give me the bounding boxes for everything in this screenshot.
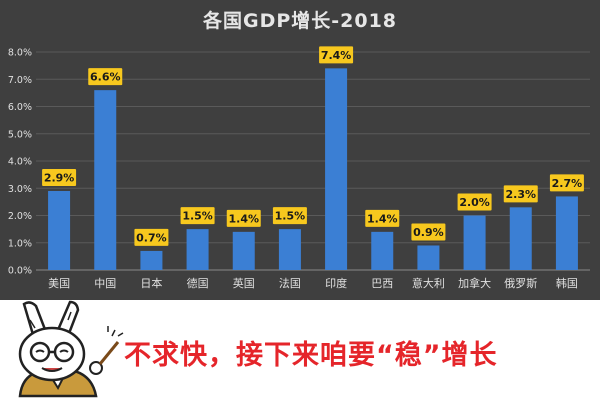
data-label: 1.4% <box>367 212 398 225</box>
bar <box>417 245 440 270</box>
data-label-box <box>319 46 354 64</box>
data-label-box <box>226 209 261 227</box>
bar <box>555 196 578 270</box>
data-label-box <box>180 207 215 225</box>
y-tick-label: 6.0% <box>8 102 32 113</box>
data-label: 2.0% <box>459 196 490 209</box>
chart-title: 各国GDP增长-2018 <box>202 10 398 32</box>
bar <box>232 231 255 270</box>
data-label: 6.6% <box>90 71 121 84</box>
x-tick-label: 韩国 <box>556 276 578 290</box>
data-label-box <box>272 207 307 225</box>
chart-panel: 0.0% 1.0% 2.0% 3.0% 4.0% 5.0% 6.0% 7.0% 8.0% 2.9%… <box>0 0 600 300</box>
data-label-box <box>457 193 492 211</box>
bar <box>94 90 117 271</box>
y-tick-label: 7.0% <box>8 75 32 86</box>
y-tick-label: 1.0% <box>8 238 32 249</box>
data-label-box <box>365 209 400 227</box>
data-label: 2.9% <box>44 171 75 184</box>
x-tick-label: 日本 <box>140 276 162 290</box>
y-tick-label: 0.0% <box>8 266 32 277</box>
caption-text: 不求快，接下来咱要“稳”增长 <box>124 340 498 371</box>
x-tick-label: 德国 <box>187 276 209 290</box>
x-tick-label: 俄罗斯 <box>504 277 537 290</box>
bar <box>509 207 532 270</box>
data-label-box <box>503 185 538 203</box>
data-label: 7.4% <box>321 49 352 62</box>
y-tick-label: 5.0% <box>8 129 32 140</box>
data-label: 2.3% <box>505 188 536 201</box>
x-tick-label: 法国 <box>279 276 301 290</box>
data-label: 1.5% <box>275 210 306 223</box>
data-label: 2.7% <box>552 177 583 190</box>
bar <box>278 229 301 270</box>
bar <box>463 215 486 270</box>
data-label-box <box>411 223 446 241</box>
x-tick-label: 加拿大 <box>458 276 491 290</box>
bar-chart: 0.0% 1.0% 2.0% 3.0% 4.0% 5.0% 6.0% 7.0% 8.0% 2.9%… <box>8 46 590 290</box>
data-label-box <box>549 174 584 192</box>
data-label-box <box>134 228 169 246</box>
x-tick-label: 巴西 <box>371 277 393 290</box>
data-label: 0.9% <box>413 226 444 239</box>
data-label: 0.7% <box>136 231 167 244</box>
x-tick-label: 印度 <box>325 276 347 290</box>
data-label: 1.4% <box>228 212 259 225</box>
bar <box>371 231 394 270</box>
y-tick-label: 2.0% <box>8 211 32 222</box>
data-label-box <box>42 168 77 186</box>
x-tick-label: 中国 <box>94 277 116 290</box>
data-label-box <box>88 68 123 86</box>
x-tick-label: 意大利 <box>412 276 445 290</box>
x-tick-label: 美国 <box>48 277 70 290</box>
y-tick-label: 4.0% <box>8 157 32 168</box>
y-tick-label: 8.0% <box>8 48 32 59</box>
y-tick-label: 3.0% <box>8 184 32 195</box>
bar <box>140 250 163 270</box>
cartoon-rabbit-teacher-icon <box>18 300 124 398</box>
bar <box>48 190 71 270</box>
bar <box>325 68 348 270</box>
bar <box>186 229 209 270</box>
caption-area <box>0 300 600 400</box>
x-tick-label: 英国 <box>233 276 255 290</box>
data-label: 1.5% <box>182 210 213 223</box>
